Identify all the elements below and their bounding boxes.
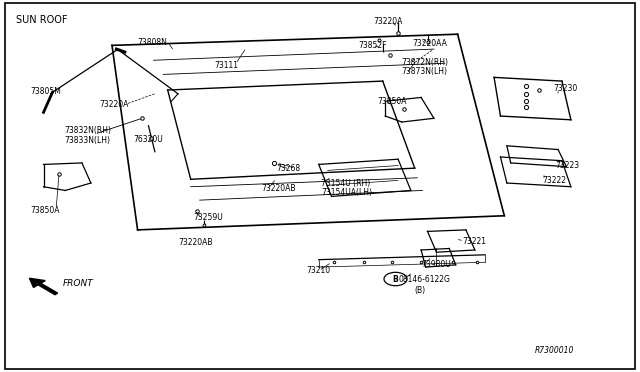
Text: 73223: 73223 xyxy=(556,161,580,170)
Text: 73222: 73222 xyxy=(543,176,567,185)
Text: 73154U (RH): 73154U (RH) xyxy=(321,179,371,187)
FancyArrow shape xyxy=(29,278,58,295)
Text: (B): (B) xyxy=(415,286,426,295)
Circle shape xyxy=(384,272,407,286)
Text: 73220A: 73220A xyxy=(373,17,403,26)
Text: 73850A: 73850A xyxy=(378,97,407,106)
Text: FRONT: FRONT xyxy=(63,279,93,288)
Text: 73980U: 73980U xyxy=(421,260,451,269)
Text: 73230: 73230 xyxy=(554,84,578,93)
Text: 73154UA(LH): 73154UA(LH) xyxy=(321,188,372,197)
Text: 73111: 73111 xyxy=(214,61,239,70)
Text: 73259U: 73259U xyxy=(193,213,223,222)
Text: 73210: 73210 xyxy=(306,266,330,275)
Text: 73805M: 73805M xyxy=(31,87,61,96)
Text: 73220A: 73220A xyxy=(99,100,129,109)
Text: 73852F: 73852F xyxy=(358,41,387,50)
Text: 73268: 73268 xyxy=(276,164,301,173)
Text: 73873N(LH): 73873N(LH) xyxy=(401,67,447,76)
Text: 73872N(RH): 73872N(RH) xyxy=(401,58,448,67)
Text: SUN ROOF: SUN ROOF xyxy=(16,16,67,25)
Text: 73832N(RH): 73832N(RH) xyxy=(64,126,111,135)
Text: B: B xyxy=(393,275,398,283)
Text: R7300010: R7300010 xyxy=(534,346,574,355)
Text: 73808N: 73808N xyxy=(138,38,168,47)
Text: 73833N(LH): 73833N(LH) xyxy=(64,136,110,145)
Text: 73220AA: 73220AA xyxy=(413,39,447,48)
Text: 73221: 73221 xyxy=(462,237,486,246)
Text: 73850A: 73850A xyxy=(31,206,60,215)
Text: 08146-6122G: 08146-6122G xyxy=(398,275,450,284)
Text: 73220AB: 73220AB xyxy=(178,238,212,247)
Text: 76320U: 76320U xyxy=(133,135,163,144)
Text: 73220AB: 73220AB xyxy=(261,185,296,193)
